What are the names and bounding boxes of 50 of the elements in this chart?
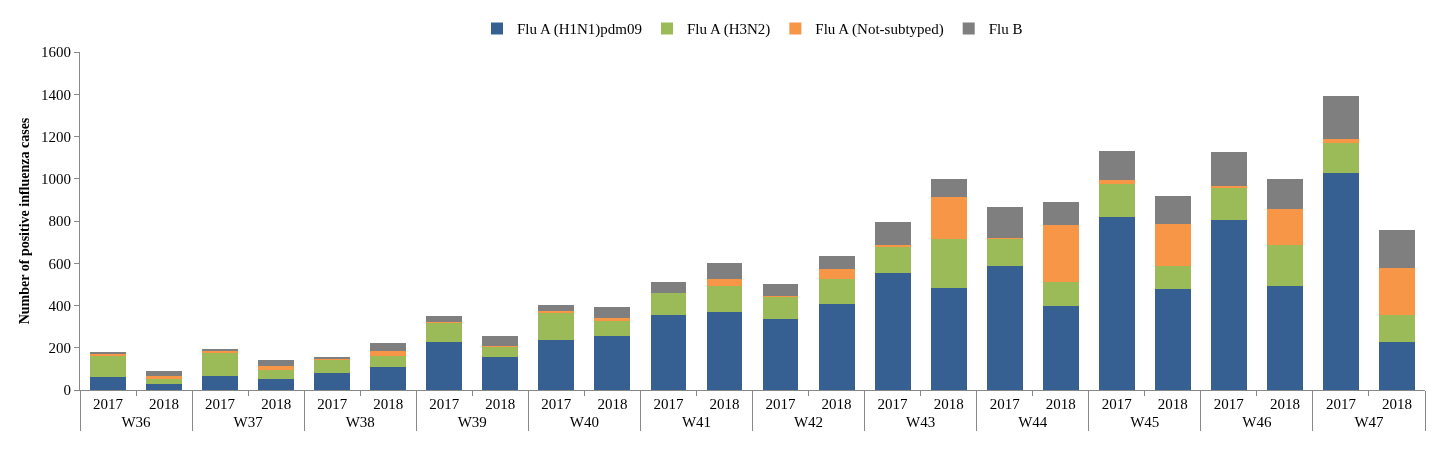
text: W39 — [457, 414, 487, 430]
y-tick-label: 1200 — [41, 128, 71, 145]
legend-label: Flu A (H1N1)pdm09 — [517, 21, 643, 39]
y-tick-label: 400 — [48, 297, 71, 314]
x-tick-label: 2018 — [1381, 396, 1412, 412]
x-tick-label: 2017 — [1325, 396, 1357, 412]
x-tick-label: 2017 — [541, 396, 572, 412]
x-tick-label: 2018 — [821, 396, 852, 412]
text: W38 — [345, 414, 375, 430]
x-tick-label: 2018 — [1157, 396, 1188, 412]
text: W40 — [569, 414, 599, 430]
text: W47 — [1354, 414, 1385, 430]
legend-label: Flu A (H3N2) — [687, 21, 771, 39]
text: W36 — [121, 414, 152, 430]
y-tick-label: 1400 — [41, 86, 71, 103]
y-tick-label: 800 — [48, 213, 71, 230]
x-tick-label: 2017 — [877, 396, 909, 412]
y-tick-label: 1000 — [41, 171, 71, 187]
legend-label: Flu A (Not-subtyped) — [815, 21, 944, 39]
x-tick-label: 2018 — [709, 396, 740, 412]
x-tick-label: 2017 — [317, 396, 348, 412]
x-tick-label: 2017 — [1213, 396, 1245, 412]
y-axis-title: Number of positive influenza cases — [16, 117, 32, 325]
x-tick-label: 2018 — [261, 396, 292, 412]
text: W45 — [1130, 414, 1160, 430]
x-tick-label: 2017 — [1101, 396, 1133, 412]
x-tick-label: 2017 — [765, 396, 797, 412]
x-tick-label: 2017 — [205, 396, 236, 412]
x-tick-label: 2018 — [1269, 396, 1300, 412]
text: W41 — [681, 414, 712, 430]
x-tick-label: 2018 — [485, 396, 516, 412]
y-tick-label: 0 — [63, 382, 71, 399]
y-tick-label: 200 — [48, 340, 71, 356]
text: W43 — [906, 414, 936, 430]
y-tick-label: 1600 — [41, 44, 71, 61]
y-tick-label: 600 — [48, 255, 71, 272]
x-tick-label: 2018 — [373, 396, 404, 412]
x-tick-label: 2018 — [597, 396, 628, 412]
text: W44 — [1018, 414, 1048, 430]
text: W46 — [1242, 414, 1272, 430]
x-tick-label: 2018 — [1045, 396, 1076, 412]
legend-label: Flu B — [988, 21, 1023, 38]
text: W37 — [233, 414, 264, 430]
x-tick-label: 2017 — [429, 396, 460, 412]
x-tick-label: 2018 — [933, 396, 964, 412]
text: W42 — [793, 414, 824, 430]
x-tick-label: 2017 — [93, 396, 124, 412]
x-tick-label: 2018 — [149, 396, 180, 412]
x-tick-label: 2017 — [989, 396, 1021, 412]
x-tick-label: 2017 — [653, 396, 684, 412]
